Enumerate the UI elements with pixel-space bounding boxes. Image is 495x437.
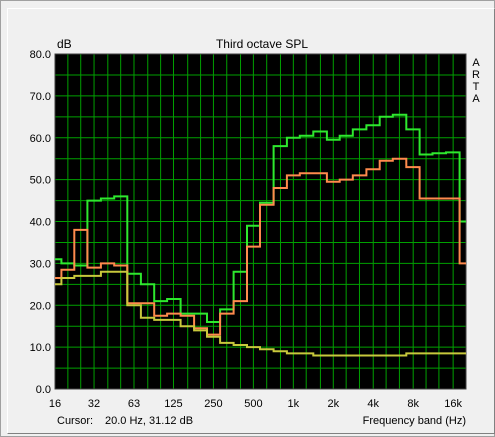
cursor-readout: 20.0 Hz, 31.12 dB: [105, 415, 193, 427]
y-tick-label: 20.0: [30, 300, 51, 312]
x-axis-label: Frequency band (Hz): [363, 415, 466, 427]
side-label-letter: A: [472, 57, 480, 69]
cursor-label: Cursor:: [57, 415, 93, 427]
y-tick-label: 40.0: [30, 217, 51, 229]
y-tick-label: 70.0: [30, 91, 51, 103]
x-tick-label: 63: [128, 398, 140, 410]
x-tick-label: 2k: [327, 398, 339, 410]
y-tick-label: 30.0: [30, 258, 51, 270]
x-tick-labels: 16 32 63 125 250 500 1k 2k 4k 8k 16k: [49, 398, 463, 410]
series-line-3: [55, 270, 466, 357]
side-label-letter: T: [473, 81, 480, 93]
grid-lines: [54, 53, 467, 390]
y-axis-unit-label: dB: [57, 37, 72, 51]
x-tick-label: 250: [204, 398, 222, 410]
data-series: [55, 113, 466, 357]
x-tick-label: 16k: [444, 398, 462, 410]
side-label-letter: R: [472, 69, 480, 81]
side-label-letter: A: [472, 93, 480, 105]
y-tick-label: 50.0: [30, 175, 51, 187]
x-tick-label: 16: [49, 398, 61, 410]
x-tick-label: 4k: [367, 398, 379, 410]
x-tick-label: 1k: [288, 398, 300, 410]
x-tick-label: 8k: [407, 398, 419, 410]
chart-title: Third octave SPL: [216, 37, 308, 51]
y-tick-labels: 0.0 10.0 20.0 30.0 40.0 50.0 60.0 70.0 80.0: [30, 49, 51, 396]
y-tick-label: 0.0: [36, 384, 51, 396]
x-tick-label: 32: [88, 398, 100, 410]
series-line-1: [55, 113, 466, 323]
y-tick-label: 10.0: [30, 342, 51, 354]
y-tick-label: 80.0: [30, 49, 51, 61]
x-tick-label: 500: [244, 398, 262, 410]
series-line-2: [55, 157, 466, 336]
x-tick-label: 125: [164, 398, 182, 410]
y-tick-label: 60.0: [30, 133, 51, 145]
